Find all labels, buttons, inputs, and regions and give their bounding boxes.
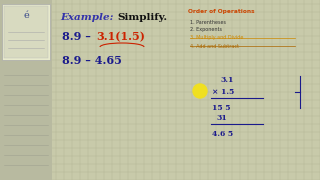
Text: Simplify.: Simplify. xyxy=(117,12,167,21)
Text: 2. Exponents: 2. Exponents xyxy=(190,28,222,33)
Text: 3.1: 3.1 xyxy=(220,76,233,84)
Text: 1. Parentheses: 1. Parentheses xyxy=(190,19,226,24)
Text: é: é xyxy=(23,12,29,21)
Text: 3.1(1.5): 3.1(1.5) xyxy=(96,31,145,42)
Text: 4. Add and Subtract: 4. Add and Subtract xyxy=(190,44,239,48)
Text: 8.9 –: 8.9 – xyxy=(62,31,95,42)
Text: Example:: Example: xyxy=(60,12,114,21)
Text: × 1.5: × 1.5 xyxy=(212,88,234,96)
Text: 15 5: 15 5 xyxy=(212,104,230,112)
FancyBboxPatch shape xyxy=(2,4,50,60)
Text: 8.9 – 4.65: 8.9 – 4.65 xyxy=(62,55,122,66)
Circle shape xyxy=(193,84,207,98)
Text: 31: 31 xyxy=(216,114,227,122)
Text: 3. Multiply and Divide: 3. Multiply and Divide xyxy=(190,35,244,40)
Text: 4.6 5: 4.6 5 xyxy=(212,130,233,138)
Text: Order of Operations: Order of Operations xyxy=(188,10,255,15)
FancyBboxPatch shape xyxy=(0,0,52,180)
FancyBboxPatch shape xyxy=(4,6,48,58)
